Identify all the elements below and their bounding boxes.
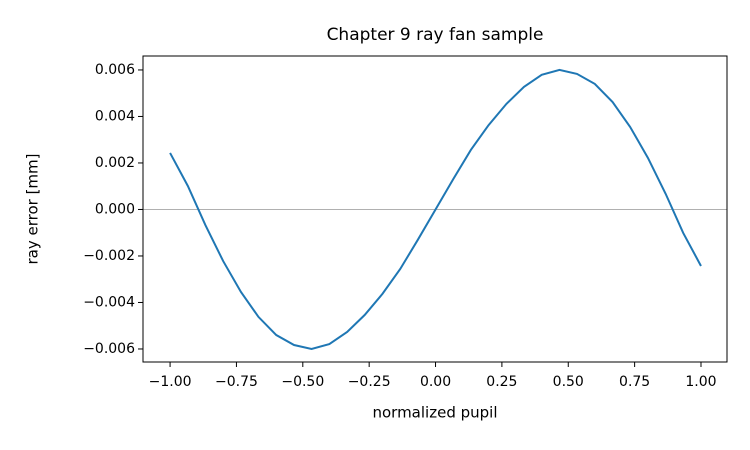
x-tick-label: −0.25 (348, 374, 391, 390)
x-tick-label: −0.75 (215, 374, 258, 390)
y-axis-label: ray error [mm] (24, 153, 42, 264)
y-tick-label: −0.002 (83, 248, 135, 264)
y-tick-label: −0.006 (83, 341, 135, 357)
y-tick-label: −0.004 (83, 294, 135, 310)
line-series (169, 68, 702, 351)
x-tick-label: 0.25 (486, 374, 517, 390)
x-tick-label: −0.50 (281, 374, 324, 390)
y-tick-label: 0.002 (95, 155, 135, 171)
y-tick-label: 0.000 (95, 201, 135, 217)
x-tick-label: 0.00 (420, 374, 451, 390)
plot-frame (142, 55, 728, 363)
x-tick-label: −1.00 (149, 374, 192, 390)
x-tick-label: 0.50 (553, 374, 584, 390)
chart-title: Chapter 9 ray fan sample (327, 25, 544, 45)
x-tick-label: 1.00 (685, 374, 716, 390)
x-tick-label: 0.75 (619, 374, 650, 390)
y-tick-label: 0.006 (95, 62, 135, 78)
x-axis-label: normalized pupil (372, 404, 497, 422)
y-tick-label: 0.004 (95, 108, 135, 124)
